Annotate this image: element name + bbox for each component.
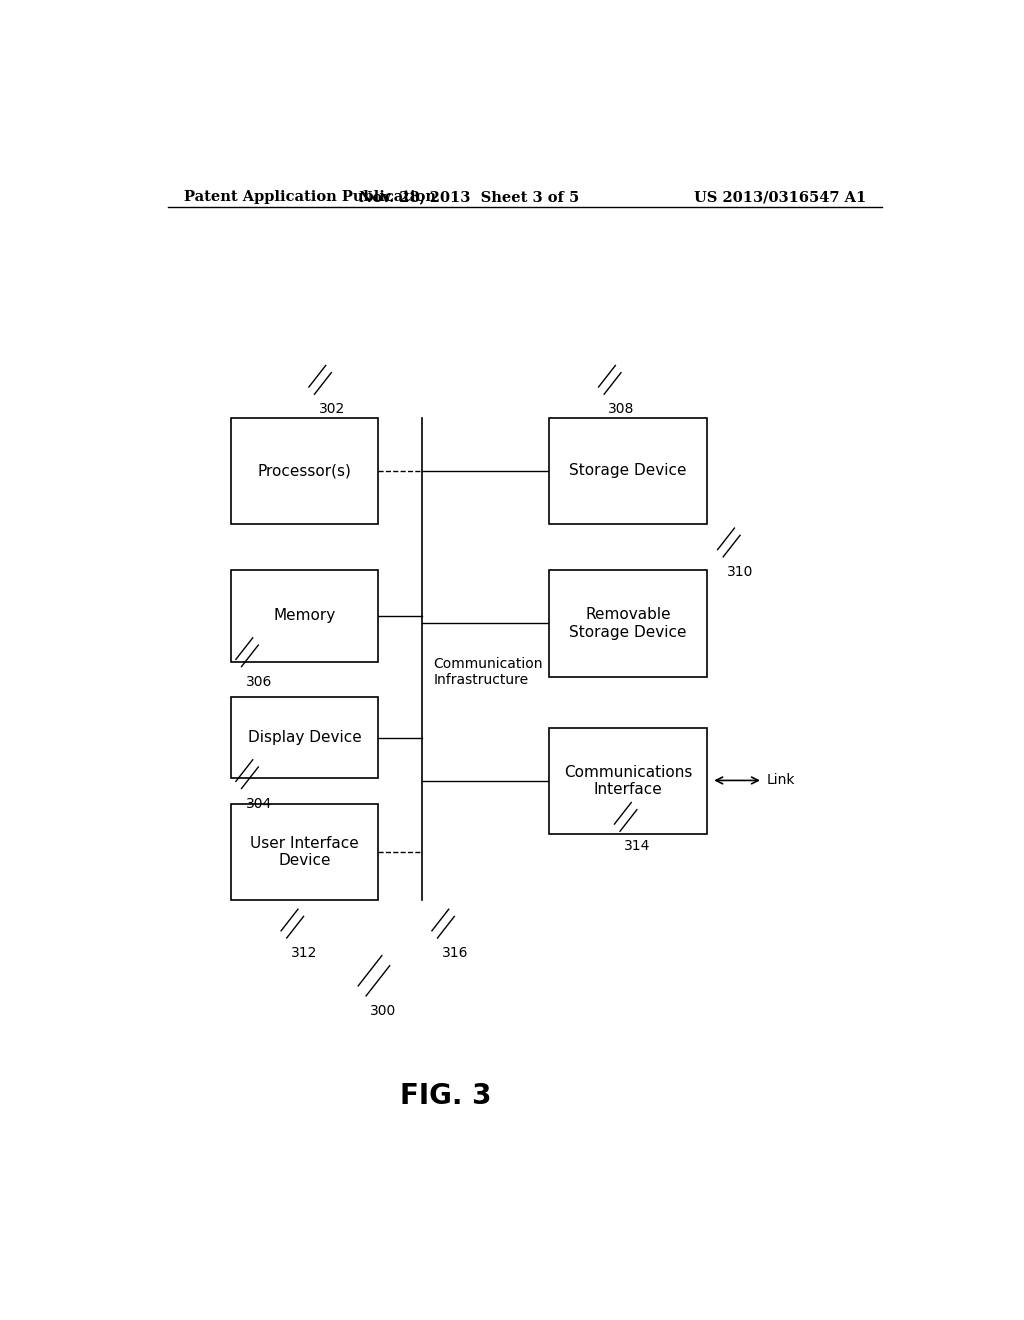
Text: Link: Link: [767, 774, 796, 788]
Text: Processor(s): Processor(s): [258, 463, 351, 478]
Text: US 2013/0316547 A1: US 2013/0316547 A1: [694, 190, 866, 205]
Bar: [231, 570, 378, 661]
Text: 306: 306: [246, 675, 271, 689]
Text: Communications
Interface: Communications Interface: [564, 764, 692, 797]
Text: 304: 304: [246, 797, 271, 810]
Text: 314: 314: [624, 840, 650, 854]
Text: 312: 312: [291, 946, 317, 960]
Text: Display Device: Display Device: [248, 730, 361, 746]
Bar: [231, 417, 378, 524]
Text: 316: 316: [441, 946, 468, 960]
Bar: [231, 697, 378, 779]
Text: Storage Device: Storage Device: [569, 463, 687, 478]
Text: User Interface
Device: User Interface Device: [250, 836, 359, 869]
Text: 302: 302: [318, 403, 345, 416]
Text: 308: 308: [608, 403, 635, 416]
Text: FIG. 3: FIG. 3: [399, 1081, 492, 1110]
Text: Nov. 28, 2013  Sheet 3 of 5: Nov. 28, 2013 Sheet 3 of 5: [359, 190, 580, 205]
Text: Removable
Storage Device: Removable Storage Device: [569, 607, 687, 640]
Text: Patent Application Publication: Patent Application Publication: [183, 190, 435, 205]
Text: 310: 310: [727, 565, 754, 579]
Text: 300: 300: [370, 1005, 396, 1018]
Bar: [231, 804, 378, 900]
Text: Memory: Memory: [273, 609, 336, 623]
Bar: [549, 417, 708, 524]
Bar: [549, 727, 708, 834]
Text: Communication
Infrastructure: Communication Infrastructure: [433, 656, 543, 686]
Bar: [549, 570, 708, 677]
